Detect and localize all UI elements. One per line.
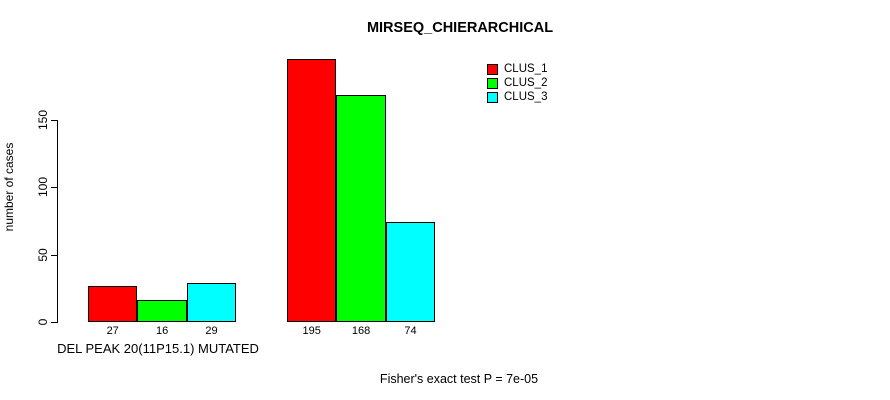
legend-label: CLUS_1 [504, 63, 548, 75]
legend-label: CLUS_3 [504, 91, 548, 103]
annotation-text: Fisher's exact test P = 7e-05 [379, 372, 539, 386]
chart-title: MIRSEQ_CHIERARCHICAL [366, 20, 554, 36]
legend-swatch-icon [487, 91, 498, 103]
y-tick [51, 255, 58, 256]
y-axis-line [57, 120, 58, 323]
bar-value-label: 29 [205, 325, 218, 337]
bar-clus_3 [186, 282, 237, 323]
bar-value-label: 27 [106, 325, 119, 337]
y-tick-label: 150 [36, 109, 50, 131]
bar-clus_2 [137, 300, 187, 322]
y-tick [51, 120, 58, 121]
legend-row: CLUS_3 [487, 90, 547, 104]
bar-clus_1 [287, 58, 337, 323]
y-tick [51, 187, 58, 188]
legend-row: CLUS_2 [487, 76, 547, 90]
legend-swatch-icon [487, 77, 498, 89]
bar-value-label: 168 [351, 325, 371, 337]
bar-clus_2 [336, 95, 386, 322]
legend: CLUS_1 CLUS_2 CLUS_3 [487, 62, 547, 104]
legend-swatch-icon [487, 63, 498, 75]
x-axis-group-label: DEL PEAK 20(11P15.1) MUTATED [57, 341, 259, 356]
bar-value-label: 195 [302, 325, 321, 337]
legend-label: CLUS_2 [504, 77, 548, 89]
bar-clus_1 [88, 285, 138, 323]
y-tick [51, 322, 58, 323]
y-tick-label: 50 [36, 248, 50, 262]
y-tick-label: 0 [36, 318, 50, 326]
y-tick-label: 100 [36, 176, 50, 198]
y-axis-title: number of cases [2, 142, 16, 232]
bar-value-label: 16 [155, 325, 169, 337]
bar-value-label: 74 [404, 325, 417, 337]
bar-clus_3 [385, 222, 436, 322]
legend-row: CLUS_1 [487, 62, 547, 76]
